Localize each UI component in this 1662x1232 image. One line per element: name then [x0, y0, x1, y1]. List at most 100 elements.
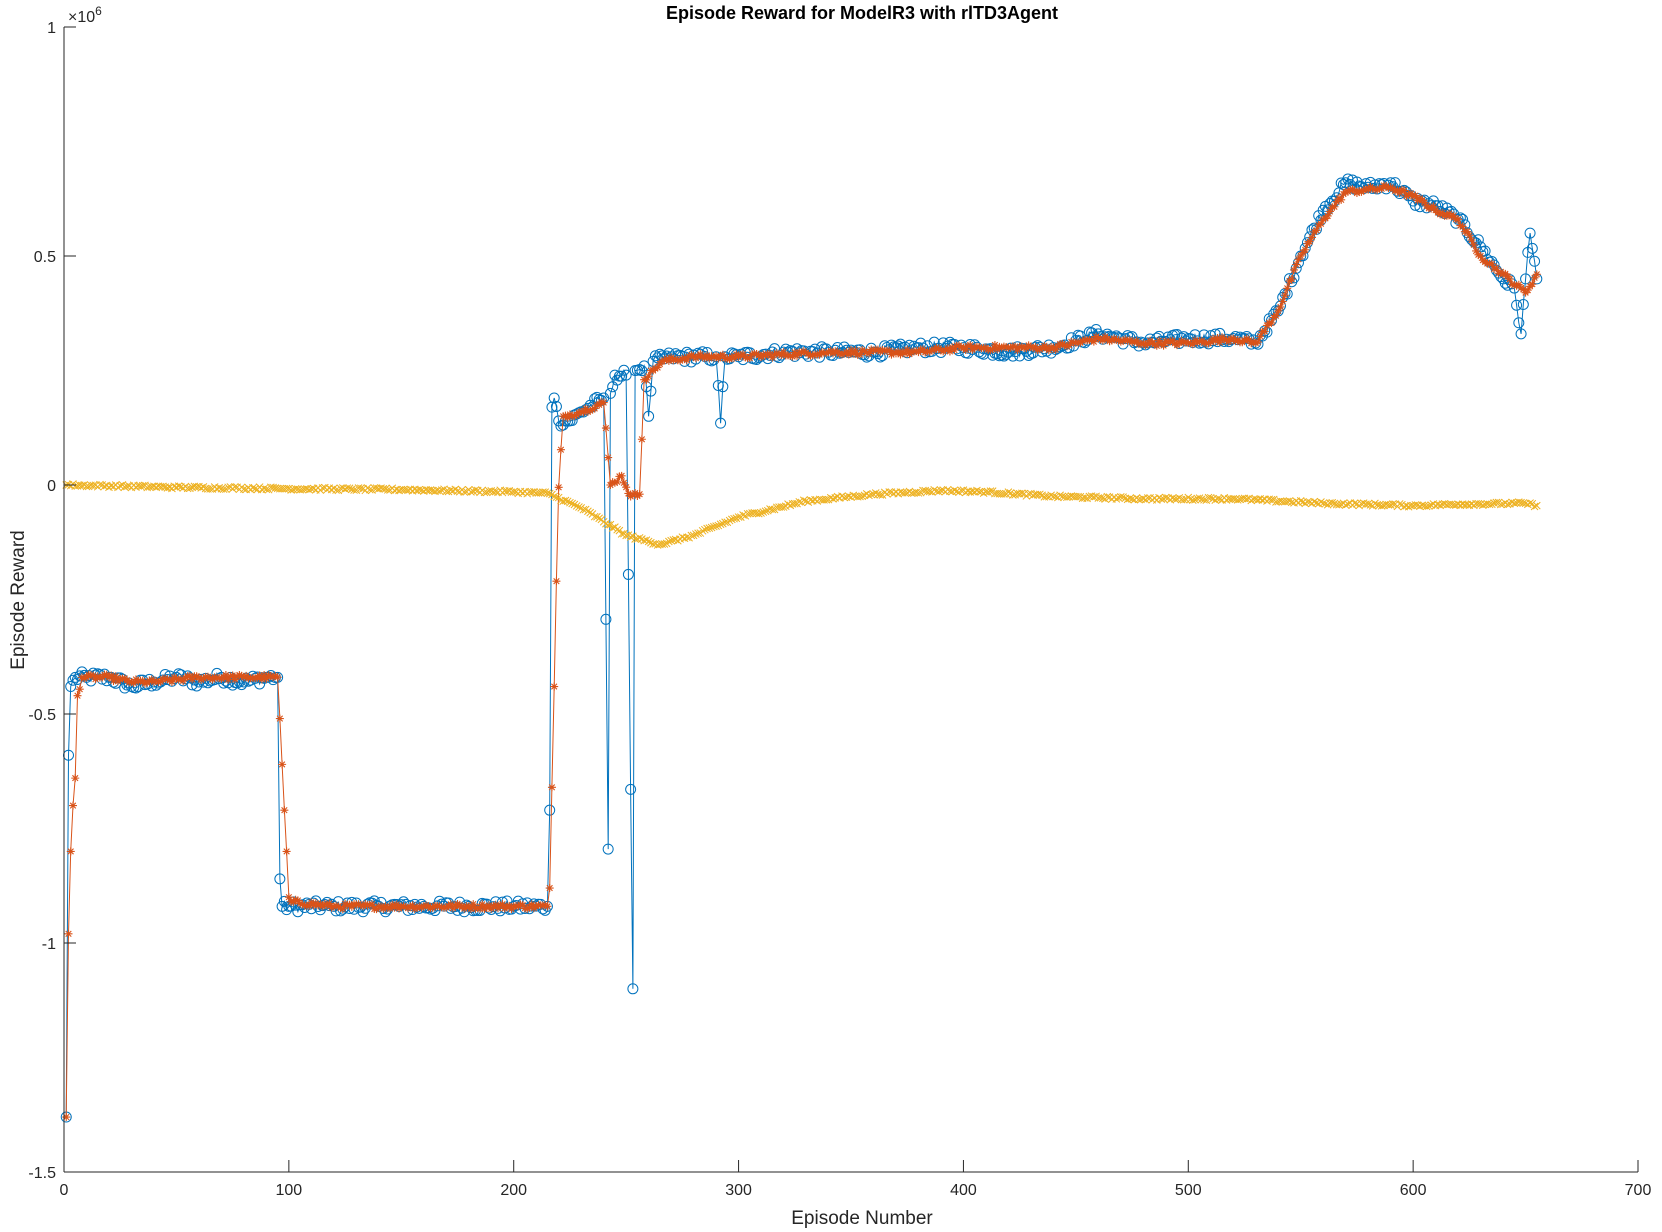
- data-point: [435, 487, 444, 495]
- data-point: [986, 487, 995, 496]
- data-point: [1503, 500, 1512, 509]
- data-point: [912, 347, 921, 356]
- data-point: [426, 486, 435, 494]
- data-point: [107, 482, 116, 490]
- data-point: [608, 524, 617, 532]
- data-point: [961, 345, 970, 354]
- data-point: [997, 343, 1006, 352]
- data-point: [433, 901, 442, 910]
- data-point: [779, 348, 788, 357]
- data-point: [554, 483, 563, 492]
- data-point: [1384, 184, 1393, 193]
- data-point: [707, 352, 716, 361]
- data-point: [838, 350, 847, 359]
- data-point: [93, 672, 102, 681]
- data-point: [332, 486, 340, 494]
- data-point: [984, 488, 993, 496]
- data-point: [1335, 177, 1347, 189]
- data-point: [446, 900, 455, 909]
- data-point: [914, 489, 923, 497]
- x-axis-label: Episode Number: [791, 1208, 933, 1229]
- data-point: [707, 523, 716, 532]
- data-point: [116, 481, 125, 490]
- data-point: [1231, 337, 1240, 346]
- data-point: [80, 674, 89, 683]
- x-tick-label: 0: [60, 1182, 69, 1199]
- data-point: [1206, 338, 1215, 347]
- data-point: [226, 672, 235, 681]
- data-point: [754, 509, 763, 518]
- data-point: [1132, 336, 1141, 345]
- series-2: [62, 480, 1541, 549]
- data-point: [550, 492, 559, 501]
- data-point: [609, 369, 621, 381]
- data-point: [1530, 273, 1539, 282]
- data-point: [570, 500, 579, 509]
- data-point: [986, 346, 995, 355]
- data-point: [1222, 496, 1231, 504]
- data-point: [889, 348, 898, 357]
- data-point: [1024, 490, 1033, 498]
- data-point: [167, 677, 176, 686]
- data-point: [563, 413, 572, 422]
- data-point: [1150, 340, 1159, 349]
- data-point: [1229, 494, 1238, 503]
- data-point: [203, 672, 212, 681]
- data-point: [1204, 493, 1213, 502]
- data-point: [1051, 492, 1060, 501]
- data-point: [856, 492, 864, 501]
- data-point: [68, 801, 77, 810]
- data-point: [77, 673, 86, 682]
- data-point: [1335, 500, 1343, 509]
- data-point: [1116, 337, 1125, 346]
- data-point: [107, 671, 116, 680]
- data-point: [1515, 328, 1527, 340]
- data-point: [1018, 489, 1026, 498]
- data-point: [273, 673, 282, 682]
- data-point: [1395, 500, 1404, 508]
- data-point: [109, 676, 118, 685]
- plot-area: [60, 173, 1543, 1123]
- data-point: [619, 478, 628, 487]
- data-point: [437, 486, 446, 494]
- data-point: [1411, 191, 1420, 200]
- data-point: [1485, 500, 1494, 509]
- data-point: [768, 505, 777, 514]
- data-point: [518, 901, 527, 910]
- data-point: [274, 873, 286, 885]
- data-point: [280, 806, 289, 815]
- data-point: [645, 385, 657, 397]
- data-point: [1056, 491, 1064, 500]
- data-point: [1361, 184, 1370, 193]
- data-point: [466, 904, 475, 913]
- data-point: [266, 672, 275, 681]
- data-point: [739, 511, 747, 519]
- data-point: [1310, 497, 1319, 506]
- data-point: [732, 514, 741, 523]
- data-point: [1188, 340, 1197, 349]
- data-point: [682, 356, 691, 365]
- data-point: [669, 356, 678, 365]
- data-point: [1364, 500, 1373, 508]
- data-point: [799, 496, 808, 505]
- data-point: [1029, 343, 1038, 352]
- data-point: [667, 536, 675, 545]
- data-point: [750, 508, 759, 517]
- data-point: [305, 901, 314, 910]
- data-point: [410, 904, 419, 913]
- data-point: [71, 774, 80, 783]
- data-point: [547, 783, 556, 792]
- data-point: [759, 350, 768, 359]
- data-point: [1251, 339, 1260, 348]
- data-point: [568, 499, 577, 508]
- data-point: [386, 904, 395, 913]
- data-point: [235, 670, 244, 679]
- data-point: [1278, 297, 1287, 306]
- data-point: [1143, 494, 1152, 502]
- data-point: [869, 346, 878, 355]
- data-point: [572, 502, 581, 510]
- data-point: [305, 485, 313, 494]
- data-point: [89, 671, 98, 680]
- data-point: [1487, 500, 1496, 509]
- data-point: [618, 364, 630, 376]
